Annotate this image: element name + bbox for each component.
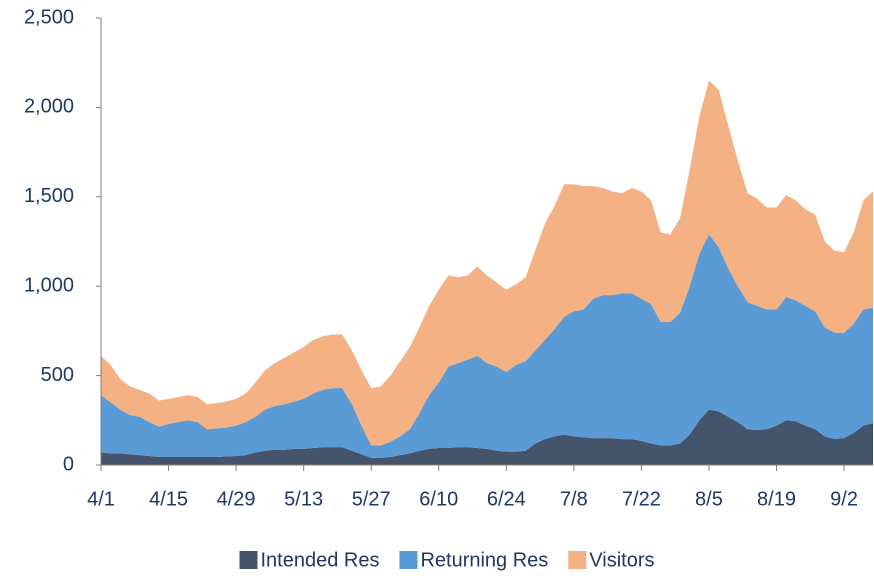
y-tick-label: 2,000 <box>24 96 74 118</box>
x-tick-label: 4/1 <box>87 488 115 510</box>
area <box>101 80 873 446</box>
y-tick-label: 2,500 <box>24 6 74 28</box>
legend-label: Returning Res <box>420 549 548 571</box>
area <box>101 234 873 458</box>
x-tick-label: 5/13 <box>284 488 323 510</box>
area <box>101 409 873 465</box>
y-tick-label: 1,000 <box>24 274 74 296</box>
y-tick-label: 1,500 <box>24 185 74 207</box>
legend-swatch <box>568 551 587 569</box>
x-tick-label: 9/2 <box>830 488 858 510</box>
y-tick-label: 500 <box>41 364 74 386</box>
legend: Intended Res Returning Res Visitors <box>239 549 655 571</box>
legend-label: Visitors <box>589 549 654 571</box>
x-tick-label: 8/19 <box>757 488 796 510</box>
legend-swatch <box>239 551 258 569</box>
x-tick-label: 5/27 <box>352 488 391 510</box>
x-tick-label: 6/24 <box>487 488 526 510</box>
x-tick-label: 7/22 <box>622 488 661 510</box>
x-tick-label: 4/29 <box>217 488 256 510</box>
x-tick-label: 4/15 <box>149 488 188 510</box>
x-tick-label: 6/10 <box>419 488 458 510</box>
x-tick-label: 7/8 <box>560 488 588 510</box>
legend-label: Intended Res <box>260 549 379 571</box>
x-tick-label: 8/5 <box>695 488 723 510</box>
legend-swatch <box>399 551 418 569</box>
y-tick-label: 0 <box>63 453 74 475</box>
